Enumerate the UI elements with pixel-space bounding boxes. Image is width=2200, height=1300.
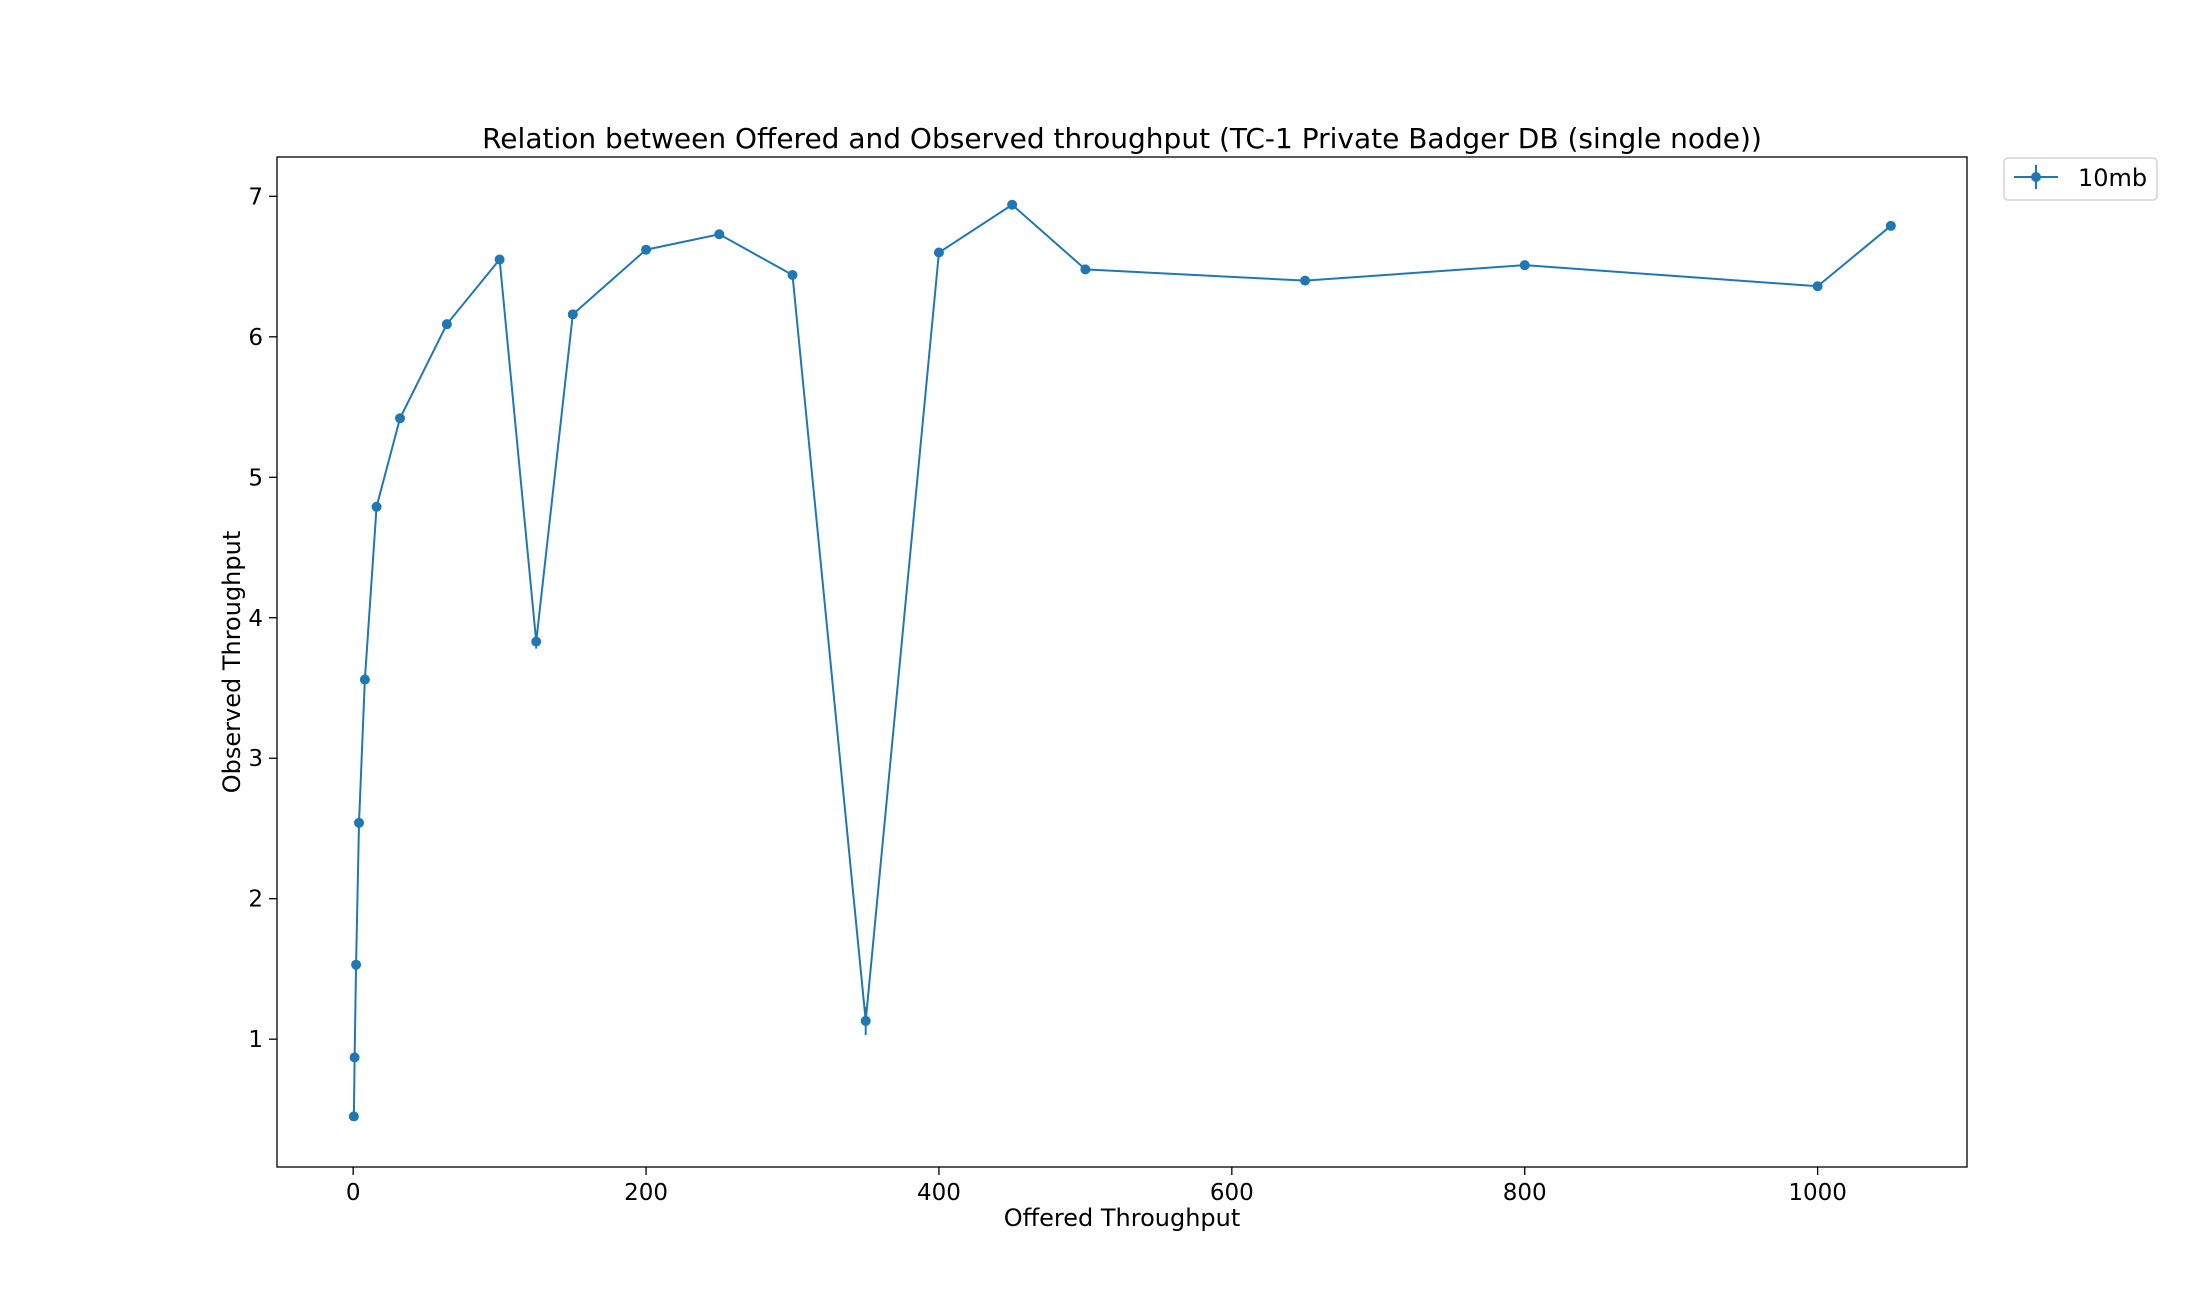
data-point: [641, 244, 652, 255]
data-point: [351, 959, 362, 970]
y-tick-label: 4: [248, 606, 263, 632]
data-point: [371, 501, 382, 512]
y-axis: 1 2 3 4 5 6 7: [248, 184, 277, 1053]
x-tick-label: 600: [1210, 1180, 1254, 1206]
plot-frame: [276, 156, 1968, 1168]
legend-label: 10mb: [2078, 164, 2147, 192]
x-tick-label: 400: [917, 1180, 961, 1206]
x-axis: 0 200 400 600 800 1000: [346, 1167, 1847, 1206]
y-tick-label: 6: [248, 325, 263, 351]
x-tick-label: 1000: [1788, 1180, 1847, 1206]
y-tick-label: 1: [248, 1027, 263, 1053]
legend-frame: [2003, 157, 2158, 201]
data-point: [567, 309, 578, 320]
y-tick-label: 2: [248, 887, 263, 913]
data-point: [860, 1015, 871, 1026]
data-point: [354, 817, 365, 828]
y-tick-label: 3: [248, 746, 263, 772]
plot-area: [348, 199, 1896, 1122]
data-point: [1300, 275, 1311, 286]
data-point: [494, 254, 505, 265]
y-tick-label: 7: [248, 184, 263, 210]
x-tick-label: 800: [1503, 1180, 1547, 1206]
x-axis-title: Offered Throughput: [1004, 1204, 1241, 1232]
data-point: [349, 1052, 360, 1063]
data-point: [1007, 199, 1018, 210]
data-point: [787, 269, 798, 280]
legend: 10mb: [2003, 157, 2158, 201]
data-point: [395, 413, 406, 424]
data-point: [348, 1111, 359, 1122]
x-tick-label: 200: [624, 1180, 668, 1206]
y-axis-title: Observed Throughput: [218, 531, 246, 794]
data-point: [1812, 281, 1823, 292]
data-point: [933, 247, 944, 258]
data-point: [714, 229, 725, 240]
chart-title: Relation between Offered and Observed th…: [482, 122, 1762, 155]
data-point: [1080, 264, 1091, 275]
data-point: [1885, 220, 1896, 231]
data-point: [531, 636, 542, 647]
legend-marker-icon: [2031, 172, 2041, 182]
data-point: [441, 319, 452, 330]
y-tick-label: 5: [248, 465, 263, 491]
x-tick-label: 0: [346, 1180, 361, 1206]
data-point: [359, 674, 370, 685]
data-point: [1519, 260, 1530, 271]
series-line-10mb: [352, 203, 1892, 1117]
